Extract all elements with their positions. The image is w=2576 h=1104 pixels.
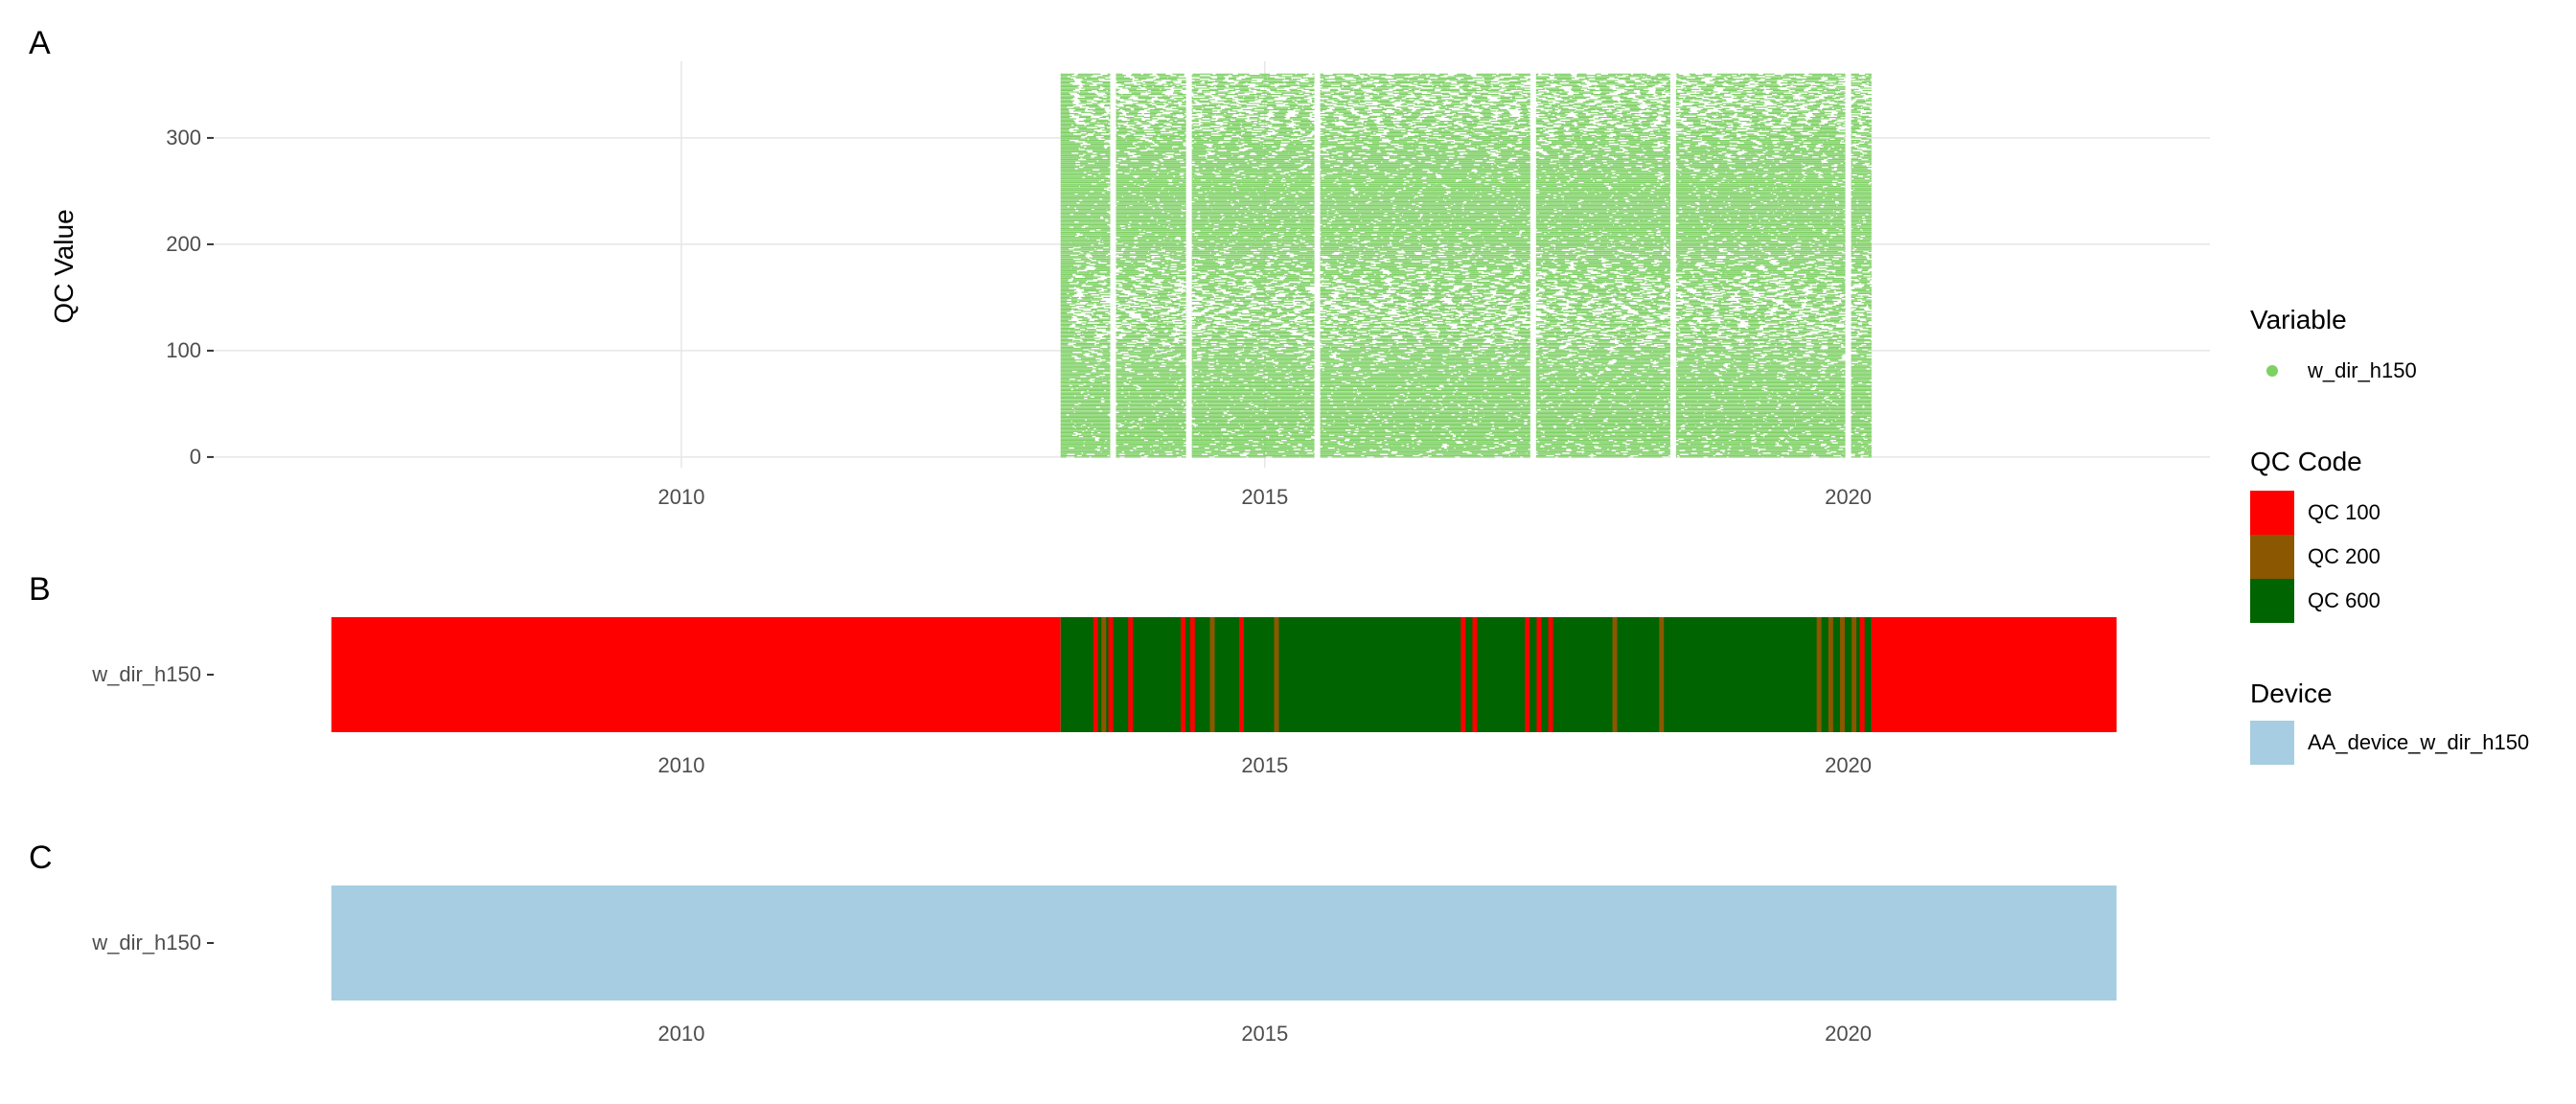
x-tick-label: 2020 <box>1825 1022 1872 1046</box>
qc-stripe <box>1852 617 1857 732</box>
legend-title-qc-code: QC Code <box>2250 447 2362 476</box>
legend-label: w_dir_h150 <box>2308 358 2417 382</box>
category-label: w_dir_h150 <box>91 931 201 954</box>
panel-label-c: C <box>29 840 53 876</box>
qc-stripe <box>1274 617 1279 732</box>
qc-stripe <box>1659 617 1665 732</box>
y-tick-label: 0 <box>190 445 201 469</box>
qc-segment <box>331 617 1061 732</box>
y-tick-label: 200 <box>166 232 201 256</box>
qc-stripe <box>1548 617 1553 732</box>
qc-stripe <box>1472 617 1478 732</box>
y-tick-label: 100 <box>166 338 201 362</box>
scatter-gap <box>1185 61 1192 468</box>
legend-dot-icon <box>2266 365 2278 377</box>
legend-swatch <box>2250 535 2294 579</box>
x-tick-label: 2020 <box>1825 485 1872 509</box>
category-label: w_dir_h150 <box>91 662 201 686</box>
legend-item-qc-100: QC 100 <box>2250 491 2380 535</box>
legend-item-device: AA_device_w_dir_h150 <box>2250 721 2529 765</box>
legend-title-device: Device <box>2250 678 2333 708</box>
legend-label: QC 200 <box>2308 544 2380 568</box>
legend-key <box>2250 349 2294 393</box>
scatter-gap <box>1530 61 1536 468</box>
legend-label: AA_device_w_dir_h150 <box>2308 730 2530 754</box>
x-tick-label: 2015 <box>1241 485 1288 509</box>
legend-swatch <box>2250 491 2294 535</box>
panel-label-a: A <box>29 25 51 61</box>
qc-stripe <box>1238 617 1244 732</box>
qc-stripe <box>1128 617 1134 732</box>
legend-item-qc-200: QC 200 <box>2250 535 2380 579</box>
device-segment <box>331 886 2117 1000</box>
qc-segment <box>1060 617 1872 732</box>
y-axis-label: QC Value <box>49 209 79 323</box>
qc-stripe <box>1460 617 1466 732</box>
scatter-gap <box>1845 61 1852 468</box>
scatter-gap <box>1314 61 1321 468</box>
qc-stripe <box>1181 617 1186 732</box>
legend-swatch <box>2250 579 2294 623</box>
legend-label: QC 600 <box>2308 588 2380 612</box>
legend-item-qc-600: QC 600 <box>2250 579 2380 623</box>
qc-stripe <box>1101 617 1107 732</box>
x-tick-label: 2015 <box>1241 1022 1288 1046</box>
x-tick-label: 2010 <box>658 485 705 509</box>
qc-stripe <box>1839 617 1845 732</box>
qc-segment <box>1871 617 2117 732</box>
legend-swatch <box>2250 721 2294 765</box>
x-tick-label: 2020 <box>1825 753 1872 777</box>
qc-stripe <box>1612 617 1618 732</box>
scatter-gap <box>1110 61 1116 468</box>
qc-stripe <box>1092 617 1098 732</box>
panel-label-b: B <box>29 571 51 608</box>
qc-stripe <box>1525 617 1530 732</box>
qc-stripe <box>1859 617 1865 732</box>
qc-stripe <box>1536 617 1542 732</box>
qc-stripe <box>1828 617 1833 732</box>
legend-item-w-dir-h150: w_dir_h150 <box>2250 349 2417 393</box>
scatter-points <box>1060 73 1872 458</box>
qc-stripe <box>1108 617 1114 732</box>
x-tick-label: 2010 <box>658 1022 705 1046</box>
qc-stripe <box>1209 617 1215 732</box>
qc-stripe <box>1189 617 1195 732</box>
scatter-gap <box>1669 61 1676 468</box>
legend-title-variable: Variable <box>2250 305 2347 334</box>
x-tick-label: 2010 <box>658 753 705 777</box>
x-tick-label: 2015 <box>1241 753 1288 777</box>
scatter-series-w-dir-h150 <box>1060 73 1872 458</box>
y-tick-label: 300 <box>166 126 201 150</box>
legend-label: QC 100 <box>2308 500 2380 524</box>
qc-stripe <box>1816 617 1822 732</box>
